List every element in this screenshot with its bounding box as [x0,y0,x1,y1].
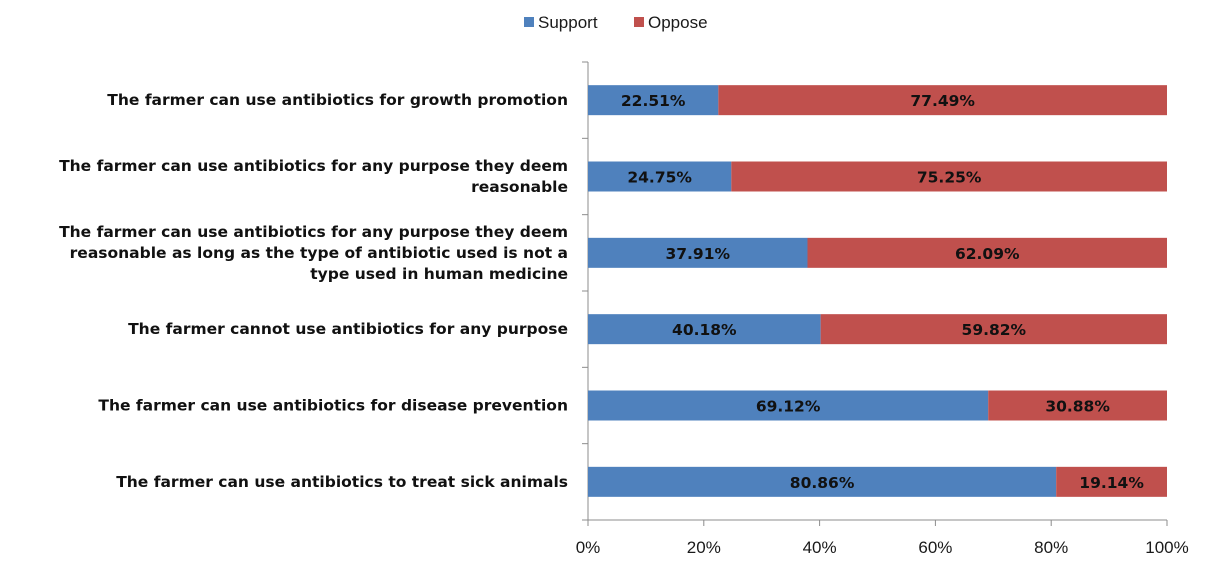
legend-swatch-oppose [634,17,644,27]
x-tick-label: 20% [687,538,721,557]
x-tick-label: 100% [1145,538,1188,557]
data-label-support: 22.51% [621,92,686,110]
data-label-oppose: 62.09% [955,245,1020,263]
x-tick-label: 40% [803,538,837,557]
legend-swatch-support [524,17,534,27]
x-tick-label: 0% [576,538,601,557]
data-label-support: 69.12% [756,398,821,416]
category-label: reasonable [471,178,568,196]
category-label: The farmer cannot use antibiotics for an… [128,320,568,338]
x-tick-labels: 0% 20% 40% 60% 80% 100% [576,538,1189,557]
data-label-oppose: 77.49% [910,92,975,110]
data-labels: 22.51% 77.49% 24.75% 75.25% 37.91% 62.09% 40.1… [621,92,1144,492]
bars [588,85,1167,497]
bar-oppose [1056,466,1167,497]
axes [582,61,1168,526]
data-label-oppose: 59.82% [962,321,1027,339]
data-label-oppose: 19.14% [1079,474,1144,492]
bar-oppose [718,85,1167,116]
bar-support [588,85,719,116]
data-label-oppose: 75.25% [917,169,982,187]
bar-support [588,237,808,268]
bar-support [588,314,821,345]
x-tick-label: 80% [1034,538,1068,557]
data-label-support: 40.18% [672,321,737,339]
data-label-oppose: 30.88% [1045,398,1110,416]
category-label: The farmer can use antibiotics for disea… [98,397,568,415]
category-label: type used in human medicine [310,265,568,283]
category-label: The farmer can use antibiotics to treat … [116,473,568,491]
category-label: The farmer can use antibiotics for growt… [107,91,568,109]
bar-support [588,161,732,192]
category-label: The farmer can use antibiotics for any p… [59,223,568,241]
legend: Support Oppose [524,13,708,32]
bar-support [588,390,989,421]
bar-oppose [820,314,1167,345]
bar-oppose [807,237,1167,268]
bar-oppose [988,390,1167,421]
legend-label-support: Support [538,13,598,32]
category-label: The farmer can use antibiotics for any p… [59,157,568,175]
bar-oppose [731,161,1167,192]
x-tick-label: 60% [918,538,952,557]
category-label: reasonable as long as the type of antibi… [70,244,568,262]
data-label-support: 80.86% [790,474,855,492]
bar-support [588,466,1057,497]
legend-label-oppose: Oppose [648,13,708,32]
data-label-support: 37.91% [665,245,730,263]
data-label-support: 24.75% [627,169,692,187]
category-labels: The farmer can use antibiotics for growt… [59,91,568,491]
